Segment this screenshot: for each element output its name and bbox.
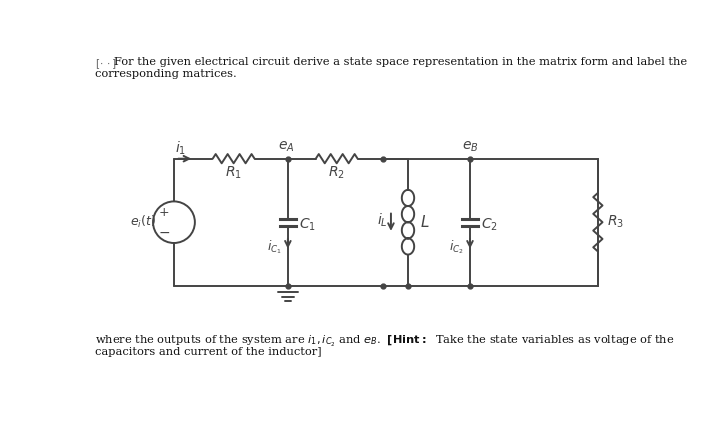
Text: $C_2$: $C_2$ bbox=[481, 216, 497, 233]
Text: $i_1$: $i_1$ bbox=[175, 139, 186, 156]
Text: $L$: $L$ bbox=[420, 214, 430, 230]
Text: $e_i(t)$: $e_i(t)$ bbox=[130, 214, 156, 230]
Text: $e_A$: $e_A$ bbox=[278, 139, 295, 153]
Text: where the outputs of the system are $i_1, i_{C_2}$ and $e_B$.  $\mathbf{[Hint:}$: where the outputs of the system are $i_1… bbox=[95, 334, 674, 349]
Text: $i_{C_1}$: $i_{C_1}$ bbox=[267, 239, 282, 257]
Text: For the given electrical circuit derive a state space representation in the matr: For the given electrical circuit derive … bbox=[113, 57, 687, 67]
Text: corresponding matrices.: corresponding matrices. bbox=[95, 70, 237, 79]
Text: $i_L$: $i_L$ bbox=[377, 212, 388, 229]
Text: $R_2$: $R_2$ bbox=[329, 165, 345, 181]
Text: $e_B$: $e_B$ bbox=[461, 139, 478, 153]
Text: $i_{C_2}$: $i_{C_2}$ bbox=[449, 239, 464, 257]
Text: $-$: $-$ bbox=[158, 225, 170, 239]
Text: $R_1$: $R_1$ bbox=[225, 165, 242, 181]
Text: $[\cdot\,\cdot]$: $[\cdot\,\cdot]$ bbox=[95, 57, 116, 71]
Text: $C_1$: $C_1$ bbox=[299, 216, 316, 233]
Text: $R_3$: $R_3$ bbox=[607, 214, 625, 230]
Text: $+$: $+$ bbox=[158, 206, 170, 220]
Text: capacitors and current of the inductor]: capacitors and current of the inductor] bbox=[95, 346, 321, 357]
